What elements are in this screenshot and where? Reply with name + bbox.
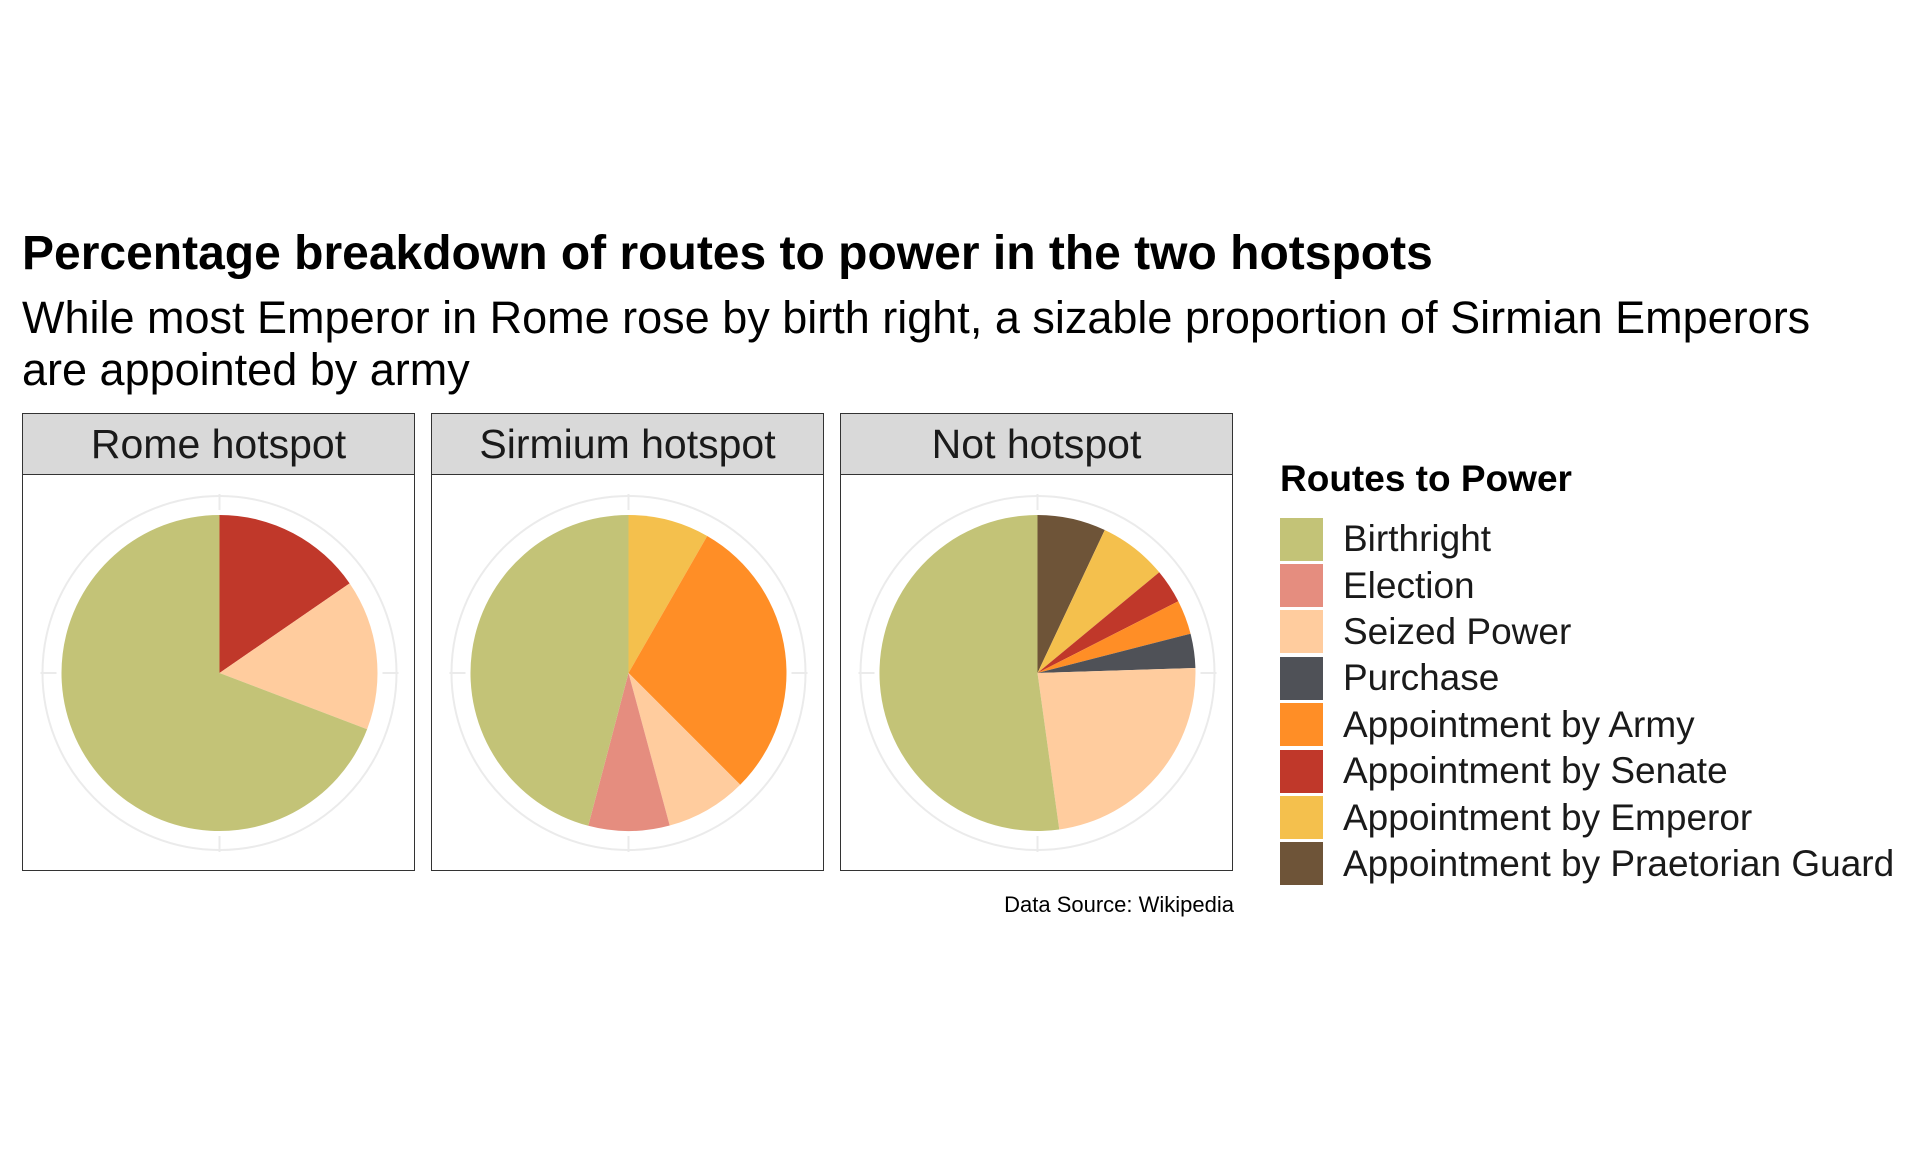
- pie-slice-birthright: [470, 515, 629, 826]
- legend-label-election: Election: [1343, 564, 1475, 606]
- legend-label-appointment-by-army: Appointment by Army: [1343, 703, 1695, 745]
- panel-label-not-hotspot: Not hotspot: [840, 413, 1233, 475]
- subtitle-line-1: While most Emperor in Rome rose by birth…: [22, 292, 1811, 343]
- legend-item-purchase: Purchase: [1280, 655, 1894, 701]
- legend-key-appointment-by-senate: [1280, 749, 1323, 793]
- legend-key-birthright: [1280, 517, 1323, 561]
- legend-key-appointment-by-army: [1280, 703, 1323, 747]
- plot-area-rome: [22, 475, 415, 871]
- legend-item-appointment-by-praetorian-guard: Appointment by Praetorian Guard: [1280, 841, 1894, 887]
- legend-label-appointment-by-emperor: Appointment by Emperor: [1343, 796, 1753, 838]
- legend-key-election: [1280, 564, 1323, 608]
- legend-label-appointment-by-senate: Appointment by Senate: [1343, 750, 1728, 792]
- pie-slice-seized-power: [628, 673, 741, 826]
- pie-not-hotspot: [858, 494, 1217, 852]
- panel-label-sirmium: Sirmium hotspot: [431, 413, 824, 475]
- legend-items: Birthright Election Seized Power Purchase Ap…: [1280, 516, 1894, 887]
- caption: Data Source: Wikipedia: [1004, 892, 1234, 917]
- legend-item-election: Election: [1280, 562, 1894, 608]
- legend-item-seized-power: Seized Power: [1280, 609, 1894, 655]
- legend-item-birthright: Birthright: [1280, 516, 1894, 562]
- legend: Routes to Power Birthright Election Seized…: [1280, 458, 1894, 887]
- panel-label-rome: Rome hotspot: [22, 413, 415, 475]
- legend-label-appointment-by-praetorian-guard: Appointment by Praetorian Guard: [1343, 842, 1895, 884]
- legend-item-appointment-by-army: Appointment by Army: [1280, 702, 1894, 748]
- panel-not-hotspot: Not hotspot: [840, 413, 1233, 871]
- pie-slice-purchase: [1037, 633, 1196, 673]
- legend-key-appointment-by-emperor: [1280, 796, 1323, 840]
- legend-label-purchase: Purchase: [1343, 657, 1500, 699]
- pie-rome: [40, 494, 399, 852]
- pie-slice-appointment-by-praetorian-guard: [1037, 515, 1105, 673]
- legend-item-appointment-by-senate: Appointment by Senate: [1280, 748, 1894, 794]
- pie-slice-appointment-by-emperor: [628, 515, 708, 673]
- pie-slice-birthright: [61, 515, 368, 831]
- panel-sirmium: Sirmium hotspot: [431, 413, 824, 871]
- chart-title: Percentage breakdown of routes to power …: [22, 227, 1433, 280]
- legend-key-purchase: [1280, 656, 1323, 700]
- pie-slice-appointment-by-army: [1037, 601, 1191, 673]
- legend-title: Routes to Power: [1280, 458, 1572, 499]
- pie-sirmium: [449, 494, 808, 852]
- plot-area-sirmium: [431, 475, 824, 871]
- chart-subtitle: While most Emperor in Rome rose by birth…: [22, 292, 1920, 396]
- pie-slice-seized-power: [219, 583, 378, 730]
- pie-slice-birthright: [879, 515, 1060, 831]
- legend-key-appointment-by-praetorian-guard: [1280, 842, 1323, 886]
- pie-slice-election: [588, 673, 670, 832]
- pie-slice-appointment-by-emperor: [1037, 530, 1160, 673]
- pie-slice-seized-power: [1037, 668, 1196, 830]
- pie-slice-appointment-by-senate: [1037, 572, 1179, 673]
- plot-area-not-hotspot: [840, 475, 1233, 871]
- pie-slice-appointment-by-army: [628, 536, 787, 785]
- legend-key-seized-power: [1280, 610, 1323, 654]
- legend-label-seized-power: Seized Power: [1343, 610, 1572, 652]
- panel-rome: Rome hotspot: [22, 413, 415, 871]
- subtitle-line-2: are appointed by army: [22, 344, 470, 395]
- pie-slice-appointment-by-senate: [219, 515, 350, 673]
- legend-item-appointment-by-emperor: Appointment by Emperor: [1280, 794, 1894, 840]
- legend-label-birthright: Birthright: [1343, 518, 1492, 560]
